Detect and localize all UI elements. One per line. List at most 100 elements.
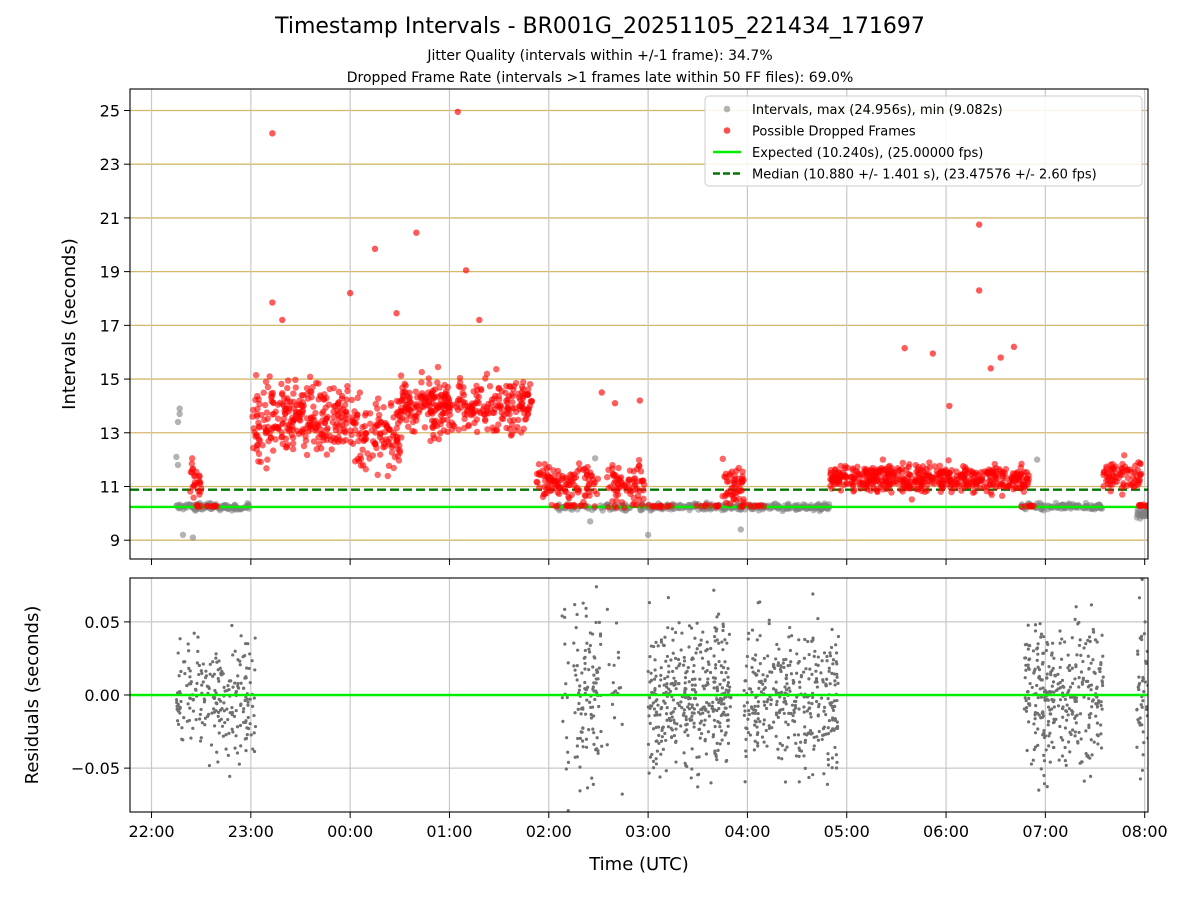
dropped-frame-point bbox=[314, 421, 321, 429]
dropped-frame-point bbox=[495, 396, 503, 404]
residual-point bbox=[815, 735, 819, 739]
residual-point bbox=[817, 702, 821, 706]
residual-point bbox=[693, 683, 697, 687]
residual-point bbox=[706, 682, 710, 686]
residual-point bbox=[1135, 707, 1139, 711]
residual-point bbox=[1065, 718, 1069, 722]
dropped-frame-point bbox=[536, 484, 543, 491]
residual-point bbox=[1030, 685, 1034, 690]
dropped-frame-point bbox=[261, 401, 269, 409]
residual-point bbox=[651, 701, 655, 705]
residual-point bbox=[750, 690, 754, 694]
residual-point bbox=[1058, 724, 1062, 729]
dropped-frame-point bbox=[269, 299, 276, 306]
residual-point bbox=[753, 719, 757, 723]
residual-point bbox=[241, 710, 245, 714]
dropped-frame-point bbox=[257, 458, 264, 466]
dropped-frame-point bbox=[338, 395, 346, 402]
residual-point bbox=[715, 689, 720, 693]
residual-point bbox=[206, 714, 210, 718]
dropped-frame-point bbox=[948, 467, 955, 474]
residual-point bbox=[1035, 646, 1040, 650]
dropped-frame-point bbox=[426, 380, 433, 387]
residual-point bbox=[725, 758, 729, 763]
dropped-frame-point bbox=[1106, 481, 1114, 489]
residual-point bbox=[751, 711, 755, 715]
residual-point bbox=[833, 704, 837, 709]
dropped-frame-point bbox=[929, 350, 937, 357]
residual-point bbox=[1041, 660, 1045, 665]
residual-point bbox=[1059, 735, 1063, 740]
dropped-frame-point bbox=[274, 401, 282, 408]
residual-point bbox=[763, 686, 767, 690]
residual-point bbox=[776, 747, 780, 751]
residual-point bbox=[620, 792, 624, 796]
residual-point bbox=[1027, 658, 1031, 662]
dropped-frame-point bbox=[253, 446, 260, 453]
residual-point bbox=[704, 707, 708, 711]
residual-point bbox=[1039, 695, 1044, 699]
residual-point bbox=[715, 638, 719, 642]
residual-point bbox=[788, 648, 793, 653]
residual-point bbox=[676, 657, 681, 662]
residual-point bbox=[191, 697, 195, 701]
dropped-frame-point bbox=[990, 470, 997, 477]
residual-point bbox=[225, 707, 229, 711]
residual-point bbox=[788, 663, 792, 667]
residual-point bbox=[617, 656, 621, 660]
dropped-frame-point bbox=[630, 494, 637, 502]
residual-point bbox=[222, 709, 226, 713]
residual-point bbox=[784, 702, 788, 706]
residual-point bbox=[1050, 740, 1054, 744]
intervals-ytick-label: 15 bbox=[100, 370, 120, 389]
dropped-frame-point bbox=[1011, 478, 1018, 485]
dropped-frame-point bbox=[352, 426, 359, 434]
dropped-frame-point bbox=[719, 455, 727, 463]
residual-point bbox=[831, 662, 835, 666]
residual-point bbox=[194, 717, 198, 722]
residual-point bbox=[595, 691, 599, 695]
residual-point bbox=[1063, 758, 1067, 763]
residual-point bbox=[695, 647, 699, 651]
residual-point bbox=[202, 697, 206, 701]
residual-point bbox=[778, 709, 782, 713]
xtick-label: 04:00 bbox=[724, 822, 770, 841]
dropped-frame-point bbox=[357, 429, 364, 437]
residual-point bbox=[1095, 695, 1099, 699]
residual-point bbox=[757, 686, 761, 690]
residual-point bbox=[612, 716, 617, 720]
intervals-ytick-label: 19 bbox=[100, 263, 120, 282]
residual-point bbox=[807, 652, 811, 657]
residual-point bbox=[1033, 667, 1037, 671]
residual-point bbox=[592, 655, 596, 659]
residual-point bbox=[714, 754, 718, 758]
legend-label: Median (10.880 +/- 1.401 s), (23.47576 +… bbox=[752, 168, 1097, 183]
residual-point bbox=[715, 697, 719, 702]
residual-point bbox=[694, 651, 698, 655]
residual-point bbox=[198, 717, 202, 721]
residual-point bbox=[811, 592, 815, 596]
dropped-frame-point bbox=[526, 380, 534, 388]
residual-point bbox=[176, 722, 181, 726]
residual-point bbox=[712, 654, 716, 658]
residual-point bbox=[1036, 727, 1040, 731]
residual-point bbox=[610, 702, 615, 706]
dropped-frame-point bbox=[384, 472, 391, 480]
dropped-frame-point bbox=[899, 488, 906, 495]
residual-point bbox=[827, 666, 831, 670]
dropped-frame-point bbox=[1134, 478, 1141, 485]
residual-point bbox=[669, 735, 674, 740]
residual-point bbox=[707, 703, 711, 707]
residual-point bbox=[723, 706, 727, 710]
residual-point bbox=[175, 700, 179, 705]
dropped-frame-point bbox=[374, 395, 382, 402]
dropped-frame-point bbox=[323, 394, 330, 402]
xtick-label: 22:00 bbox=[128, 822, 174, 841]
residual-point bbox=[208, 662, 212, 666]
residual-point bbox=[769, 702, 773, 706]
dropped-frame-point bbox=[359, 461, 367, 469]
dropped-frame-point bbox=[454, 108, 461, 116]
residual-point bbox=[743, 780, 747, 784]
residual-point bbox=[695, 703, 699, 707]
intervals-ytick-label: 9 bbox=[110, 531, 120, 550]
